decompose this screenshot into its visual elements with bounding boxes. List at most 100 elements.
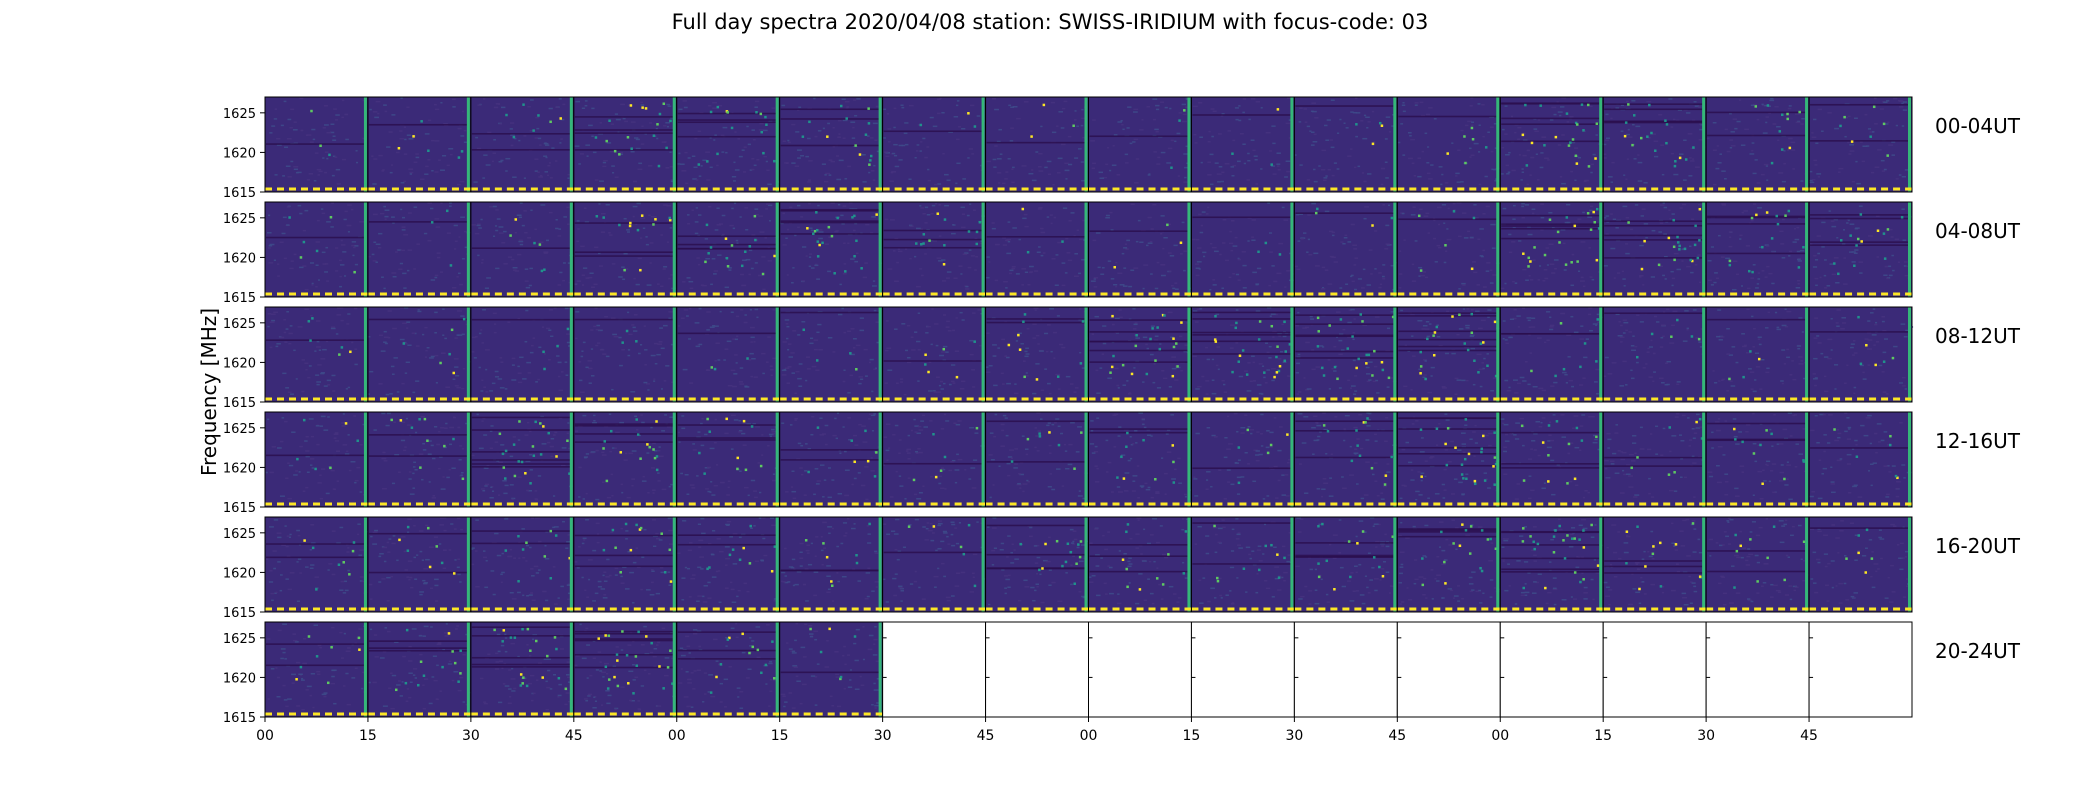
noise-mark xyxy=(354,348,358,351)
noise-mark xyxy=(1853,386,1857,389)
noise-mark xyxy=(718,104,723,107)
burst-point xyxy=(1678,244,1681,248)
noise-mark xyxy=(589,272,594,275)
noise-mark xyxy=(524,280,529,282)
burst-point xyxy=(1643,239,1646,243)
noise-mark xyxy=(519,202,523,204)
noise-mark xyxy=(1578,384,1584,386)
noise-mark xyxy=(1508,251,1513,254)
noise-mark xyxy=(601,451,605,454)
burst-point xyxy=(1640,267,1644,271)
noise-mark xyxy=(1339,333,1344,335)
noise-mark xyxy=(1574,224,1579,226)
noise-mark xyxy=(1870,171,1875,174)
interference-line xyxy=(1192,114,1292,116)
noise-mark xyxy=(1751,149,1754,152)
burst-point xyxy=(869,159,872,162)
noise-mark xyxy=(1386,386,1390,388)
noise-mark xyxy=(1297,311,1300,314)
noise-mark xyxy=(816,480,822,482)
noise-mark xyxy=(975,255,978,258)
noise-mark xyxy=(1634,345,1638,348)
noise-mark xyxy=(1869,131,1875,133)
noise-mark xyxy=(743,486,749,489)
burst-point xyxy=(1371,142,1375,146)
noise-mark xyxy=(958,265,963,267)
noise-mark xyxy=(498,461,503,464)
noise-mark xyxy=(406,327,409,329)
burst-point xyxy=(1176,365,1179,368)
noise-mark xyxy=(1731,346,1736,348)
noise-mark xyxy=(320,208,324,210)
noise-mark xyxy=(1426,335,1430,338)
noise-mark xyxy=(332,488,336,490)
noise-mark xyxy=(1411,335,1414,337)
spectrum-panel xyxy=(470,306,575,403)
burst-point xyxy=(1576,123,1579,126)
noise-mark xyxy=(1594,381,1598,383)
interference-line xyxy=(471,459,571,461)
noise-mark xyxy=(1781,180,1786,183)
noise-mark xyxy=(1232,245,1238,247)
noise-mark xyxy=(768,220,772,222)
noise-mark xyxy=(860,484,866,487)
noise-mark xyxy=(922,137,926,140)
noise-mark xyxy=(315,241,320,243)
burst-point xyxy=(1786,117,1789,121)
noise-mark xyxy=(1681,260,1684,262)
noise-mark xyxy=(1018,472,1021,475)
noise-mark xyxy=(800,473,804,476)
noise-mark xyxy=(304,288,309,291)
noise-mark xyxy=(322,157,325,159)
burst-point xyxy=(1770,161,1774,165)
burst-point xyxy=(762,151,765,155)
noise-mark xyxy=(814,468,819,470)
interference-line xyxy=(677,424,777,426)
noise-mark xyxy=(1843,257,1847,259)
burst-point xyxy=(1235,321,1238,325)
noise-mark xyxy=(299,266,304,269)
noise-mark xyxy=(1242,264,1247,267)
noise-mark xyxy=(1621,270,1625,273)
noise-mark xyxy=(1747,368,1752,370)
noise-mark xyxy=(968,478,972,480)
noise-mark xyxy=(1603,157,1607,159)
noise-mark xyxy=(649,262,652,264)
burst-point xyxy=(1595,360,1598,363)
noise-mark xyxy=(1022,217,1027,220)
noise-mark xyxy=(527,372,532,374)
noise-mark xyxy=(905,349,909,352)
burst-point xyxy=(1359,313,1363,316)
noise-mark xyxy=(618,153,624,156)
noise-mark xyxy=(986,256,990,258)
noise-mark xyxy=(943,382,946,385)
noise-mark xyxy=(1475,310,1480,313)
noise-mark xyxy=(931,204,936,207)
noise-mark xyxy=(827,122,831,125)
noise-mark xyxy=(714,325,719,327)
noise-mark xyxy=(1846,364,1849,367)
noise-mark xyxy=(848,202,853,204)
noise-mark xyxy=(1428,323,1432,325)
noise-mark xyxy=(936,391,942,393)
noise-mark xyxy=(1564,373,1568,376)
noise-mark xyxy=(1111,164,1117,167)
noise-mark xyxy=(536,127,540,130)
noise-mark xyxy=(297,204,302,207)
noise-mark xyxy=(1784,326,1789,328)
burst-point xyxy=(636,228,640,232)
noise-mark xyxy=(1146,347,1150,350)
noise-mark xyxy=(1890,236,1894,238)
noise-mark xyxy=(964,469,967,471)
noise-mark xyxy=(758,215,763,217)
noise-mark xyxy=(967,157,970,159)
noise-mark xyxy=(1182,113,1187,116)
burst-point xyxy=(1463,342,1467,345)
noise-mark xyxy=(582,267,588,269)
noise-mark xyxy=(1660,144,1665,146)
noise-mark xyxy=(1242,287,1247,289)
noise-mark xyxy=(518,139,521,142)
noise-mark xyxy=(594,307,598,309)
noise-mark xyxy=(976,115,981,117)
